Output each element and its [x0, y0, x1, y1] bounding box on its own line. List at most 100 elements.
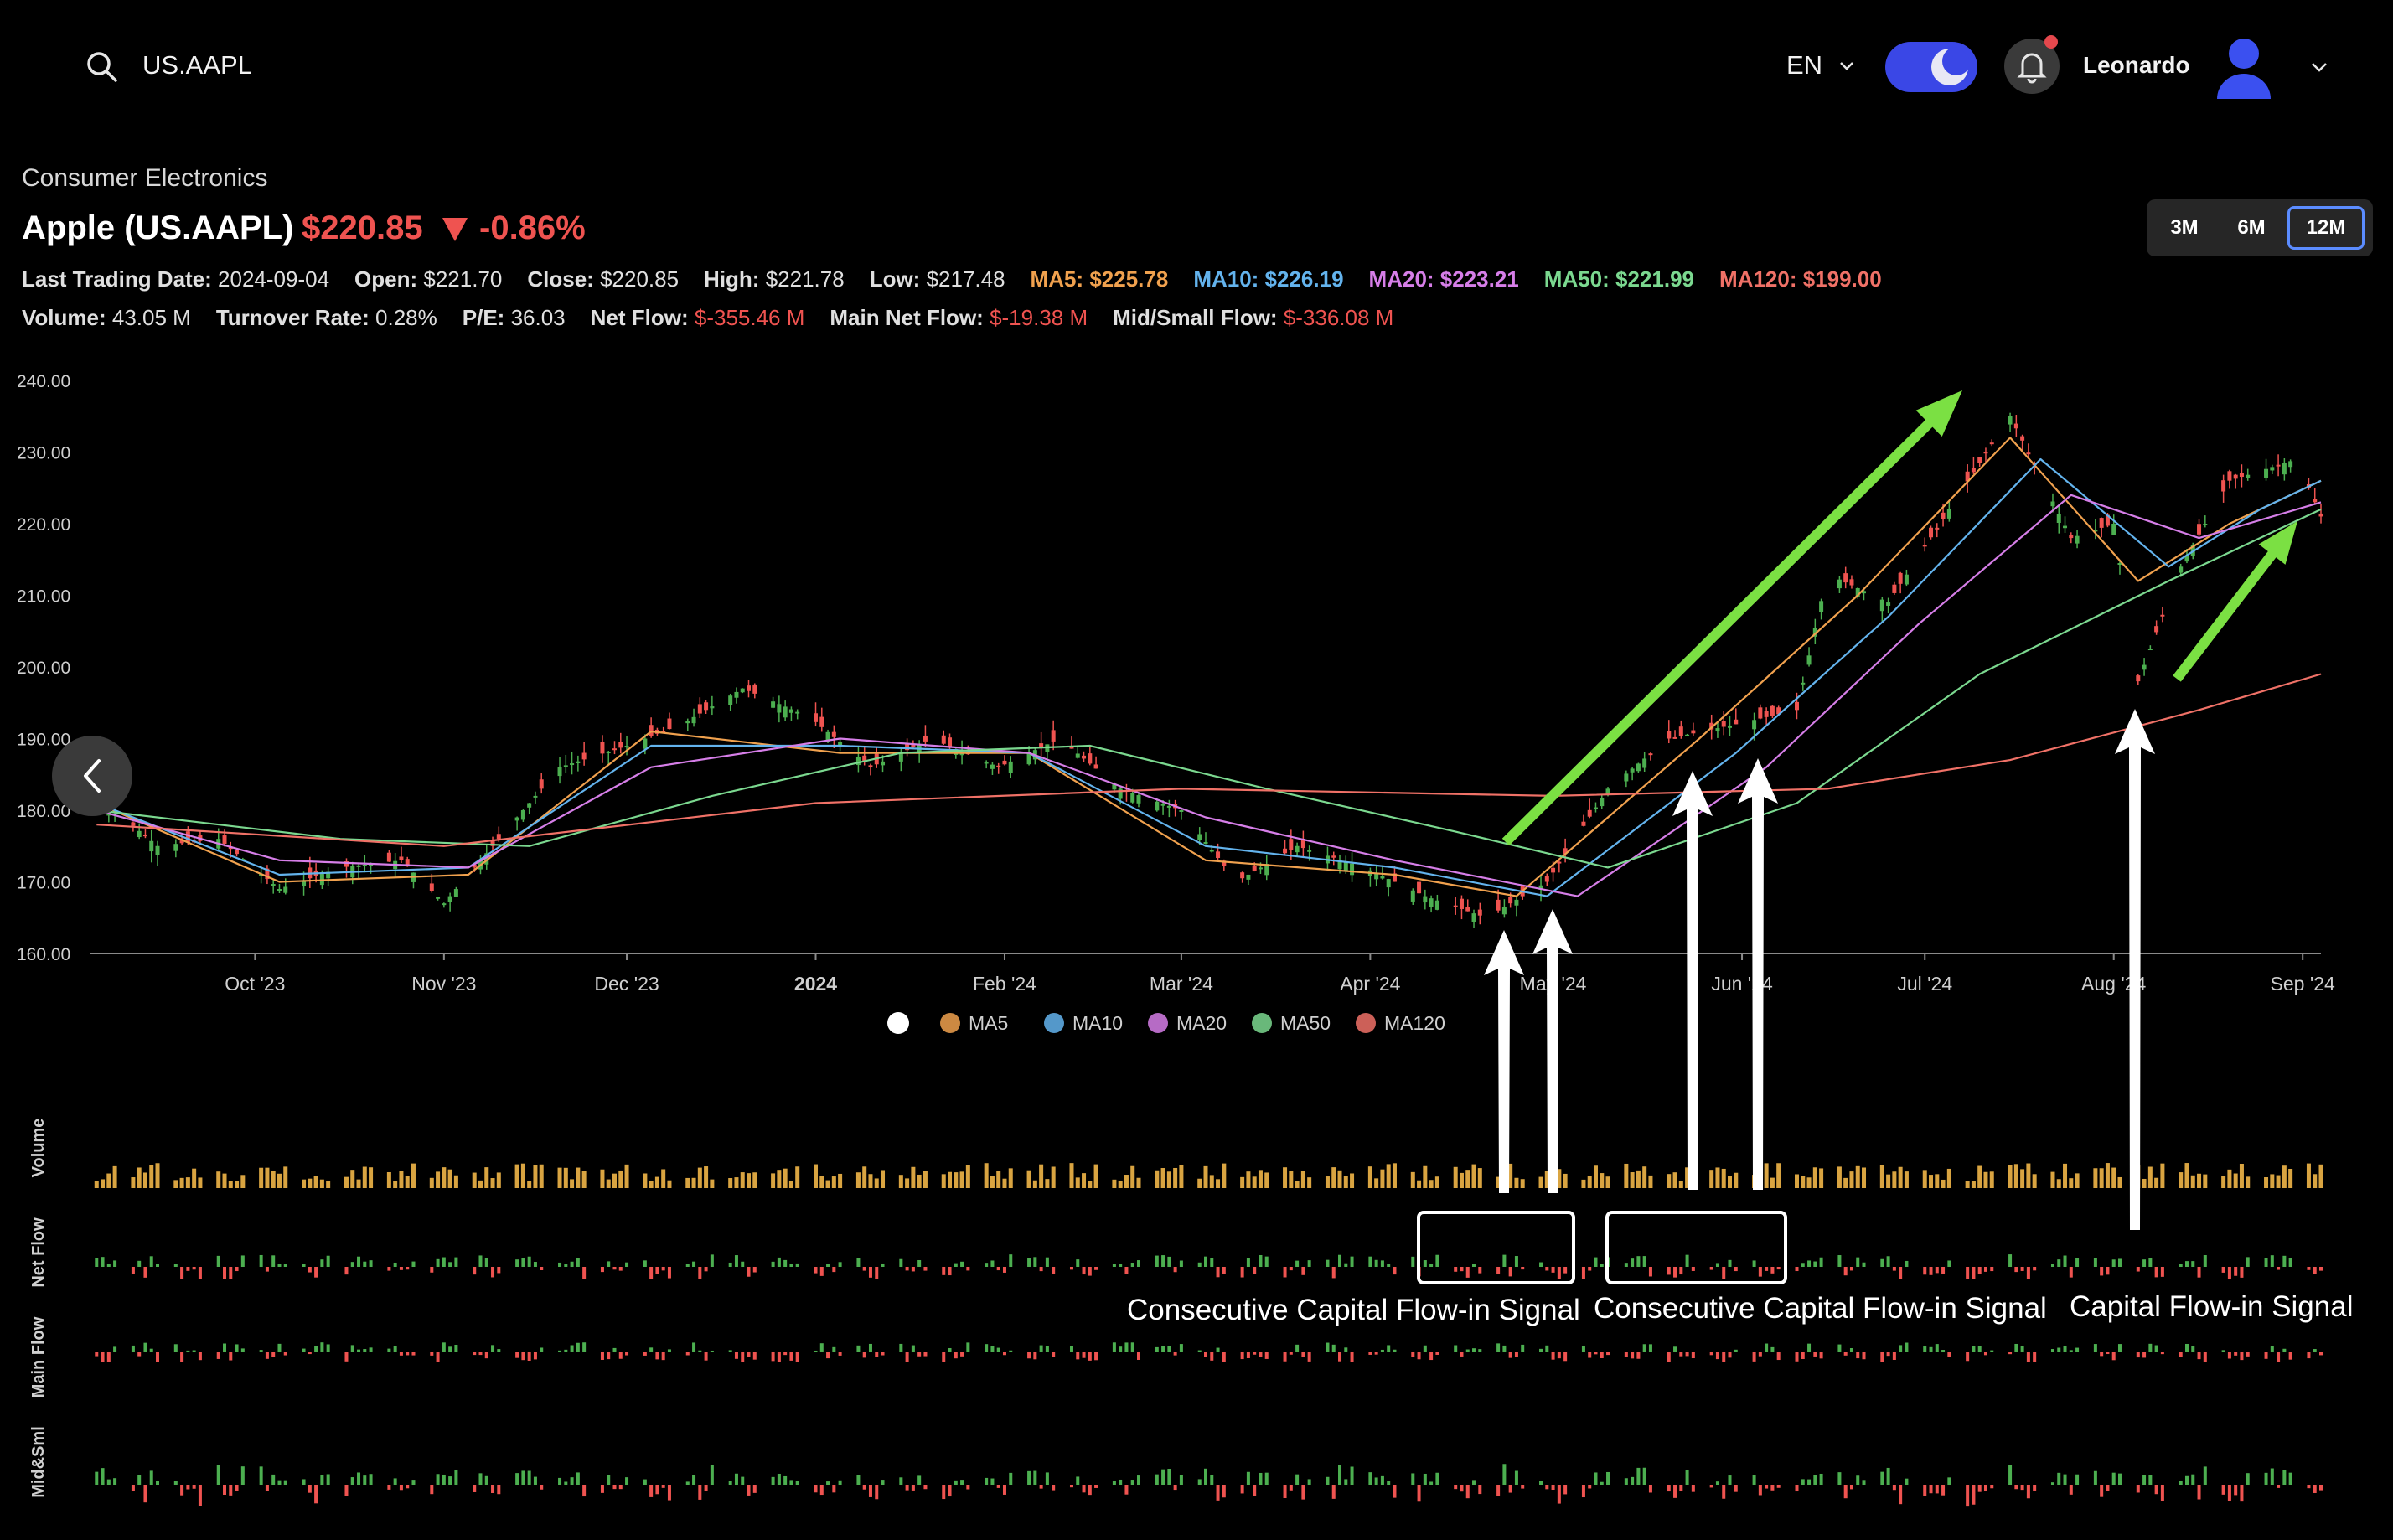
legend-label: MA50 — [1280, 1012, 1331, 1034]
main-flow-bar — [1521, 1344, 1525, 1352]
volume-bar — [240, 1175, 246, 1188]
language-selector[interactable]: EN — [1786, 50, 1823, 80]
candle-body — [941, 735, 946, 744]
net-flow-bar — [1496, 1267, 1501, 1274]
candle-body — [1002, 760, 1007, 765]
candle-body — [612, 748, 617, 751]
main-flow-bar — [649, 1347, 654, 1352]
candle-body — [1069, 747, 1074, 749]
range-3m-button[interactable]: 3M — [2170, 216, 2199, 239]
candle-body — [600, 742, 605, 754]
volume-bar — [2190, 1175, 2195, 1188]
net-flow-bar — [582, 1267, 587, 1279]
main-flow-bar — [607, 1352, 611, 1360]
net-flow-bar — [1905, 1260, 1909, 1267]
main-flow-bar — [478, 1352, 483, 1356]
mid-small-flow-bar — [1435, 1472, 1439, 1485]
candle-body — [2063, 525, 2068, 529]
main-flow-bar — [570, 1345, 574, 1352]
candle-body — [1904, 574, 1909, 585]
main-flow-bar — [2319, 1352, 2323, 1356]
mid-small-flow-bar — [1563, 1485, 1568, 1495]
main-flow-bar — [985, 1344, 989, 1352]
chevron-down-icon[interactable] — [2308, 55, 2331, 79]
net-flow-bar — [1454, 1267, 1458, 1272]
moon-icon[interactable] — [1929, 46, 1971, 88]
main-flow-bar — [996, 1347, 1000, 1352]
candle-body — [1508, 897, 1513, 904]
main-flow-bar — [1009, 1350, 1013, 1352]
volume-bar — [1112, 1179, 1117, 1188]
candle-body — [1112, 783, 1117, 790]
net-flow-bar — [741, 1261, 745, 1267]
net-flow-bar — [868, 1267, 872, 1278]
volume-bar — [2160, 1163, 2165, 1188]
net-flow-bar — [2160, 1267, 2164, 1277]
volume-bar — [1812, 1167, 1817, 1188]
range-12m-button[interactable]: 12M — [2287, 206, 2365, 250]
mid-small-flow-bar — [2057, 1472, 2061, 1485]
main-flow-bar — [1966, 1352, 1970, 1362]
net-flow-bar — [473, 1267, 477, 1275]
mid-small-flow-bar — [1307, 1479, 1311, 1485]
search-input[interactable]: US.AAPL — [142, 50, 252, 80]
volume-bar — [1051, 1166, 1056, 1188]
main-flow-bar — [728, 1350, 732, 1352]
main-flow-bar — [1094, 1352, 1098, 1361]
avatar-icon[interactable] — [2212, 34, 2276, 101]
mid-small-flow-bar — [1606, 1471, 1610, 1485]
net-flow-bar — [838, 1262, 842, 1267]
volume-bar — [862, 1166, 867, 1188]
mid-small-flow-bar — [783, 1475, 788, 1485]
volume-bar — [1130, 1165, 1135, 1188]
volume-bar — [1898, 1166, 1903, 1188]
mid-small-flow-bar — [277, 1480, 282, 1485]
main-flow-bar — [1465, 1349, 1470, 1352]
candle-body — [2093, 530, 2098, 532]
net-flow-bar — [1246, 1258, 1250, 1267]
volume-bar — [308, 1178, 313, 1188]
main-flow-bar — [1563, 1352, 1568, 1362]
main-flow-bar — [1088, 1352, 1092, 1361]
net-flow-bar — [1167, 1256, 1171, 1267]
net-flow-bar — [101, 1257, 105, 1267]
range-6m-button[interactable]: 6M — [2237, 216, 2266, 239]
main-flow-bar — [2246, 1352, 2250, 1357]
main-flow-bar — [1990, 1350, 1994, 1352]
candle-body — [235, 850, 240, 855]
chevron-down-icon[interactable] — [1837, 55, 1857, 75]
main-flow-bar — [2008, 1352, 2013, 1355]
candle-body — [1587, 809, 1592, 817]
net-flow-bar — [1326, 1259, 1330, 1267]
mid-small-flow-bar — [363, 1475, 367, 1485]
main-flow-bar — [1502, 1345, 1507, 1352]
volume-bar — [131, 1177, 136, 1188]
net-flow-bar — [1557, 1267, 1561, 1279]
mid-small-flow-bar — [1344, 1479, 1348, 1485]
main-flow-bar — [2197, 1352, 2201, 1360]
net-flow-bar — [1679, 1267, 1683, 1275]
search-icon[interactable] — [84, 49, 121, 85]
mid-small-flow-bar — [862, 1485, 866, 1490]
y-tick-label: 200.00 — [17, 659, 70, 678]
mid-small-flow-bar — [143, 1485, 147, 1503]
net-flow-bar — [1947, 1260, 1951, 1267]
stat-item: Main Net Flow: $-19.38 M — [830, 305, 1088, 330]
mid-small-flow-bar — [1429, 1481, 1434, 1485]
previous-period-button[interactable] — [52, 736, 132, 816]
mid-small-flow-bar — [1514, 1470, 1518, 1485]
main-flow-bar — [1429, 1352, 1434, 1361]
candle-body — [1648, 753, 1653, 756]
volume-bar — [1806, 1177, 1812, 1188]
candle-body — [527, 803, 532, 808]
mid-small-flow-bar — [558, 1477, 562, 1485]
volume-bar — [654, 1176, 659, 1188]
net-flow-bar — [1636, 1256, 1641, 1267]
volume-bar — [313, 1176, 318, 1188]
mid-small-flow-bar — [156, 1481, 160, 1485]
mid-small-flow-bar — [357, 1472, 361, 1485]
net-flow-bar — [1600, 1264, 1604, 1267]
net-flow-bar — [1758, 1267, 1762, 1277]
net-flow-bar — [540, 1267, 544, 1271]
